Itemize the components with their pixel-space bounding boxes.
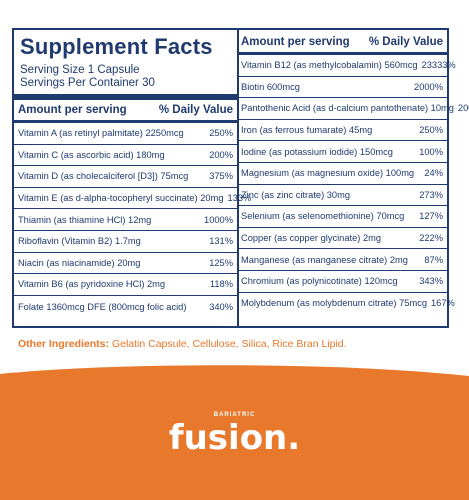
right-header: Amount per serving % Daily Value [241, 36, 443, 48]
nutrient-name: Vitamin D (as cholecalciferol [D3]) 75mc… [18, 171, 189, 182]
nutrient-dv: 118% [209, 279, 233, 290]
nutrient-row: Niacin (as niacinamide) 20mg 125% [14, 253, 237, 275]
nutrient-name: Manganese (as manganese citrate) 2mg [241, 254, 408, 265]
nutrient-dv: 200% [209, 149, 233, 160]
nutrient-dv: 250% [209, 128, 233, 139]
nutrient-name: Niacin (as niacinamide) 20mg [18, 257, 141, 268]
nutrient-row: Molybdenum (as molybdenum citrate) 75mcg… [237, 293, 455, 315]
nutrient-name: Vitamin A (as retinyl palmitate) 2250mcg [18, 128, 184, 139]
nutrient-dv: 273% [419, 189, 443, 200]
nutrient-name: Selenium (as selenomethionine) 70mcg [241, 211, 405, 222]
nutrient-dv: 125% [209, 257, 233, 268]
nutrient-row: Riboflavin (Vitamin B2) 1.7mg 131% [14, 231, 237, 253]
nutrient-row: Chromium (as polynicotinate) 120mcg 343% [237, 271, 447, 293]
nutrient-dv: 200% [457, 103, 469, 114]
nutrient-name: Copper (as copper glycinate) 2mg [241, 233, 382, 244]
left-column: Supplement Facts Serving Size 1 Capsule … [14, 30, 251, 326]
divider-thick [14, 94, 237, 100]
nutrient-row: Vitamin E (as d-alpha-tocopheryl succina… [14, 188, 251, 210]
nutrient-name: Vitamin E (as d-alpha-tocopheryl succina… [18, 193, 224, 204]
nutrient-name: Chromium (as polynicotinate) 120mcg [241, 276, 398, 287]
brand-logo: fusion. [168, 418, 301, 458]
nutrient-name: Iodine (as potassium iodide) 150mcg [241, 146, 393, 157]
nutrient-row: Vitamin B12 (as methylcobalamin) 560mcg 2… [237, 55, 456, 77]
serving-size: Serving Size 1 Capsule [20, 64, 140, 76]
nutrient-row: Biotin 600mcg 2000% [237, 77, 447, 99]
nutrient-dv: 375% [209, 171, 233, 182]
other-ingredients-label: Other Ingredients: [18, 338, 110, 350]
nutrient-name: Zinc (as zinc citrate) 30mg [241, 189, 351, 200]
nutrient-row: Iron (as ferrous fumarate) 45mg 250% [237, 120, 447, 142]
nutrient-dv: 100% [419, 146, 443, 157]
nutrient-name: Thiamin (as thiamine HCl) 12mg [18, 214, 152, 225]
amount-header: Amount per serving [18, 104, 127, 116]
nutrient-row: Copper (as copper glycinate) 2mg 222% [237, 228, 447, 250]
nutrient-dv: 127% [419, 211, 443, 222]
right-column: Amount per serving % Daily Value Vitamin… [237, 30, 469, 326]
nutrient-dv: 2000% [414, 81, 443, 92]
left-header: Amount per serving % Daily Value [18, 104, 233, 116]
nutrient-row: Iodine (as potassium iodide) 150mcg 100% [237, 141, 447, 163]
nutrient-dv: 167% [431, 298, 455, 309]
right-nutrient-list: Vitamin B12 (as methylcobalamin) 560mcg 2… [237, 55, 469, 315]
amount-header: Amount per serving [241, 36, 350, 48]
nutrient-row: Selenium (as selenomethionine) 70mcg 127% [237, 206, 447, 228]
nutrient-name: Molybdenum (as molybdenum citrate) 75mcg [241, 298, 428, 309]
nutrient-dv: 343% [419, 276, 443, 287]
nutrient-row: Pantothenic Acid (as d-calcium pantothen… [237, 98, 469, 120]
nutrient-dv: 340% [209, 301, 233, 312]
nutrient-dv: 222% [419, 233, 443, 244]
nutrient-row: Magnesium (as magnesium oxide) 100mg 24% [237, 163, 447, 185]
nutrient-name: Vitamin B12 (as methylcobalamin) 560mcg [241, 60, 418, 71]
nutrient-row: Vitamin C (as ascorbic acid) 180mg 200% [14, 145, 237, 167]
nutrient-row: Folate 1360mcg DFE (800mcg folic acid) 34… [14, 296, 237, 318]
nutrient-row: Manganese (as manganese citrate) 2mg 87% [237, 249, 447, 271]
serving-info: Serving Size 1 Capsule Servings Per Cont… [20, 64, 155, 89]
nutrient-dv: 133% [227, 193, 252, 204]
nutrient-row: Vitamin A (as retinyl palmitate) 2250mcg… [14, 123, 237, 145]
nutrient-name: Pantothenic Acid (as d-calcium pantothen… [241, 103, 454, 114]
divider-header [237, 52, 447, 55]
nutrient-row: Thiamin (as thiamine HCl) 12mg 1000% [14, 209, 237, 231]
nutrient-name: Folate 1360mcg DFE (800mcg folic acid) [18, 301, 187, 312]
dv-header: % Daily Value [368, 36, 443, 48]
nutrient-dv: 131% [209, 236, 233, 247]
nutrient-name: Biotin 600mcg [241, 81, 300, 92]
nutrient-name: Magnesium (as magnesium oxide) 100mg [241, 168, 415, 179]
nutrient-name: Vitamin C (as ascorbic acid) 180mg [18, 149, 165, 160]
nutrient-name: Vitamin B6 (as pyridoxine HCl) 2mg [18, 279, 166, 290]
brand-subtitle: BARIATRIC [213, 412, 256, 418]
nutrient-row: Vitamin D (as cholecalciferol [D3]) 75mc… [14, 166, 237, 188]
other-ingredients: Other Ingredients: Gelatin Capsule, Cell… [18, 338, 347, 350]
nutrient-dv: 23333% [421, 60, 456, 71]
nutrient-name: Iron (as ferrous fumarate) 45mg [241, 125, 373, 136]
nutrient-row: Zinc (as zinc citrate) 30mg 273% [237, 185, 447, 207]
nutrient-name: Riboflavin (Vitamin B2) 1.7mg [18, 236, 141, 247]
nutrient-dv: 24% [424, 168, 443, 179]
other-ingredients-text: Gelatin Capsule, Cellulose, Silica, Rice… [111, 338, 347, 350]
servings-per-container: Servings Per Container 30 [20, 76, 155, 89]
supplement-facts-panel: Supplement Facts Serving Size 1 Capsule … [12, 28, 469, 328]
orange-wave-background [0, 365, 469, 500]
nutrient-dv: 250% [419, 125, 443, 136]
nutrient-row: Vitamin B6 (as pyridoxine HCl) 2mg 118% [14, 274, 237, 296]
nutrient-dv: 1000% [204, 214, 233, 225]
dv-header: % Daily Value [158, 104, 233, 116]
divider-header [14, 120, 237, 123]
nutrient-dv: 87% [424, 254, 443, 265]
panel-title: Supplement Facts [20, 34, 213, 59]
left-nutrient-list: Vitamin A (as retinyl palmitate) 2250mcg… [14, 123, 251, 318]
